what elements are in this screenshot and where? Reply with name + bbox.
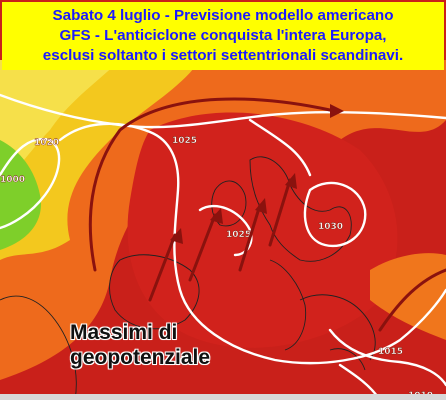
geopotential-maxima-annotation: Massimi di geopotenziale bbox=[70, 320, 210, 370]
isobar-label-1015: 1015 bbox=[378, 347, 403, 357]
caption-line-3: esclusi soltanto i settori settentrional… bbox=[42, 47, 404, 64]
isobar-label-1020: 1020 bbox=[34, 138, 59, 148]
caption-line-1: Sabato 4 luglio - Previsione modello ame… bbox=[52, 7, 394, 24]
arrow-heads bbox=[170, 104, 344, 244]
annotation-line-2: geopotenziale bbox=[70, 346, 211, 369]
green-region bbox=[0, 140, 41, 250]
annotation-line-1: Massimi di bbox=[70, 321, 178, 344]
isobar-label-1030: 1030 bbox=[318, 222, 343, 232]
light-yellow-region bbox=[0, 60, 120, 180]
deep-red-core bbox=[127, 112, 398, 348]
isobar-label-1000: 1000 bbox=[0, 175, 25, 185]
footer-strip bbox=[0, 394, 446, 400]
isobars bbox=[0, 93, 446, 400]
caption-line-2: GFS - L'anticiclone conquista l'intera E… bbox=[59, 27, 387, 44]
isobar-label-1025-north: 1025 bbox=[172, 136, 197, 146]
forecast-caption: Sabato 4 luglio - Previsione modello ame… bbox=[2, 2, 444, 70]
isobar-label-1025-central: 1025 bbox=[226, 230, 251, 240]
flow-arrows bbox=[88, 97, 446, 332]
